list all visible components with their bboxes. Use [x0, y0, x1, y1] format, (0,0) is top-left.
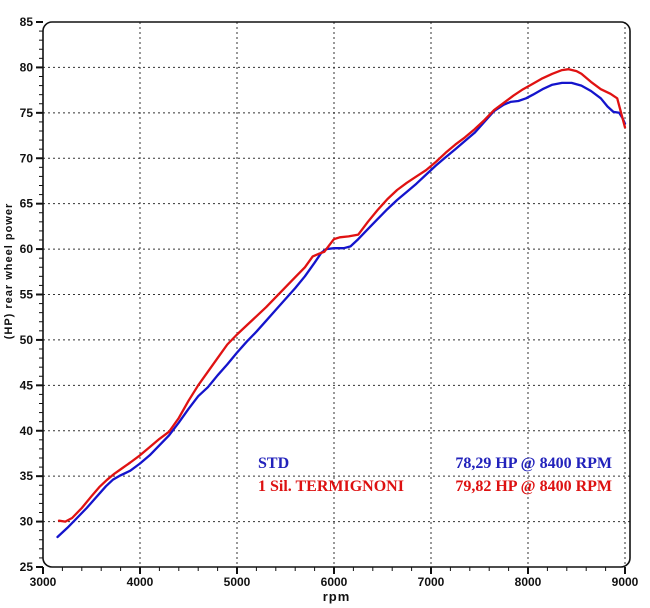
x-tick-label-4000: 4000: [127, 575, 154, 589]
y-axis-title: (HP) rear wheel power: [3, 202, 15, 340]
legend-peak-value-termignoni: 79,82 HP @ 8400 RPM: [455, 478, 612, 495]
legend-peak-value-std: 78,29 HP @ 8400 RPM: [455, 455, 612, 472]
y-tick-label-50: 50: [20, 333, 34, 347]
x-tick-label-6000: 6000: [321, 575, 348, 589]
y-tick-label-35: 35: [20, 469, 34, 483]
x-axis-title: rpm: [322, 589, 351, 604]
x-tick-label-5000: 5000: [224, 575, 251, 589]
y-tick-label-30: 30: [20, 515, 34, 529]
legend: STD 78,29 HP @ 8400 RPM 1 Sil. TERMIGNON…: [258, 452, 612, 498]
y-tick-label-45: 45: [20, 378, 34, 392]
y-tick-label-75: 75: [20, 106, 34, 120]
y-tick-label-65: 65: [20, 197, 34, 211]
y-tick-label-60: 60: [20, 242, 34, 256]
curve-std: [56, 81, 627, 539]
legend-row-termignoni: 1 Sil. TERMIGNONI 79,82 HP @ 8400 RPM: [258, 475, 612, 498]
y-tick-label-55: 55: [20, 288, 34, 302]
legend-label-termignoni: 1 Sil. TERMIGNONI: [258, 478, 404, 495]
y-tick-label-80: 80: [20, 60, 34, 74]
legend-label-std: STD: [258, 455, 290, 472]
y-tick-label-70: 70: [20, 151, 34, 165]
legend-row-std: STD 78,29 HP @ 8400 RPM: [258, 452, 612, 475]
x-tick-label-8000: 8000: [515, 575, 542, 589]
curve-1-sil-termignoni: [57, 68, 627, 523]
x-tick-label-3000: 3000: [30, 575, 57, 589]
x-tick-label-7000: 7000: [418, 575, 445, 589]
y-tick-label-25: 25: [20, 560, 34, 574]
y-tick-label-85: 85: [20, 15, 34, 29]
x-tick-label-9000: 9000: [612, 575, 639, 589]
y-tick-label-40: 40: [20, 424, 34, 438]
